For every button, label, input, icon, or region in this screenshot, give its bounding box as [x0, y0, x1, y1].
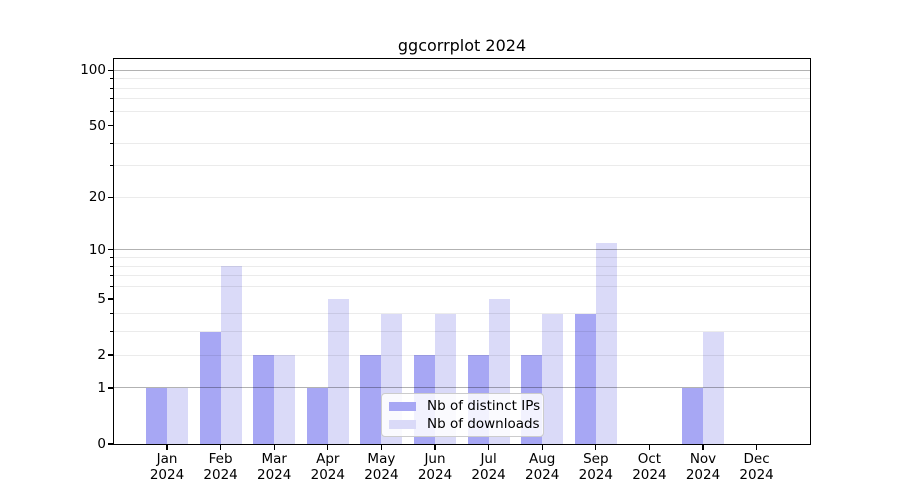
y-minor-tick-80: [110, 87, 114, 89]
y-minor-tick-6: [110, 285, 114, 287]
bar-feb-nb-of-distinct-ips: [199, 331, 221, 444]
x-tick-sep: [595, 444, 597, 450]
x-tick-label-may: May 2024: [364, 451, 399, 483]
x-tick-label-dec: Dec 2024: [739, 451, 774, 483]
y-tick-label-5: 5: [97, 290, 106, 307]
y-tick-5: [107, 298, 114, 300]
gridline-minor-90: [114, 78, 810, 80]
bar-apr-nb-of-downloads: [327, 298, 349, 444]
y-tick-label-1: 1: [97, 379, 106, 396]
bar-feb-nb-of-downloads: [220, 266, 242, 444]
x-tick-label-aug: Aug 2024: [525, 451, 560, 483]
x-tick-label-jan: Jan 2024: [149, 451, 185, 483]
gridline-minor-2: [114, 354, 810, 356]
x-tick-feb: [219, 444, 222, 450]
bar-jan-nb-of-distinct-ips: [146, 387, 167, 444]
x-tick-label-jun: Jun 2024: [417, 451, 453, 483]
gridline-major-10: [114, 249, 810, 251]
y-tick-label-20: 20: [88, 189, 106, 206]
y-minor-tick-90: [110, 78, 114, 80]
x-tick-jul: [487, 444, 490, 450]
bar-sep-nb-of-downloads: [595, 242, 617, 444]
y-tick-label-50: 50: [88, 117, 106, 134]
x-tick-nov: [702, 444, 704, 450]
bar-apr-nb-of-distinct-ips: [306, 387, 328, 444]
bar-nov-nb-of-distinct-ips: [682, 387, 703, 444]
y-minor-tick-60: [110, 110, 114, 112]
y-minor-tick-7: [110, 275, 114, 277]
legend-swatch-downloads: [389, 419, 416, 429]
x-tick-label-sep: Sep 2024: [578, 451, 613, 483]
y-tick-50: [107, 124, 114, 127]
gridline-minor-20: [114, 196, 810, 198]
x-tick-dec: [755, 444, 758, 450]
chart-title: ggcorrplot 2024: [397, 36, 527, 55]
y-minor-tick-9: [110, 257, 114, 258]
y-minor-tick-30: [110, 165, 114, 167]
y-minor-tick-2: [110, 354, 114, 356]
x-tick-label-jul: Jul 2024: [471, 451, 506, 483]
legend-entry-distinct-ips: Nb of distinct IPs: [389, 398, 540, 414]
x-tick-label-apr: Apr 2024: [310, 451, 345, 483]
x-tick-aug: [541, 444, 543, 450]
x-tick-label-feb: Feb 2024: [203, 451, 238, 483]
bar-may-nb-of-distinct-ips: [360, 355, 382, 444]
y-tick-0: [107, 443, 114, 445]
y-tick-label-2: 2: [97, 347, 106, 364]
x-tick-label-oct: Oct 2024: [632, 451, 667, 483]
gridline-minor-8: [114, 265, 810, 267]
gridline-minor-7: [114, 275, 810, 277]
gridline-minor-80: [114, 87, 810, 89]
x-tick-apr: [327, 444, 329, 450]
gridline-minor-70: [114, 98, 810, 100]
bar-jan-nb-of-downloads: [167, 387, 188, 444]
gridline-minor-60: [114, 110, 810, 112]
gridline-minor-4: [114, 313, 810, 315]
y-tick-10: [107, 249, 114, 251]
bar-mar-nb-of-distinct-ips: [253, 355, 275, 444]
y-minor-tick-3: [110, 331, 114, 333]
x-tick-oct: [648, 444, 651, 450]
bar-mar-nb-of-downloads: [274, 355, 296, 444]
x-tick-jun: [434, 444, 436, 450]
x-tick-label-nov: Nov 2024: [685, 451, 721, 483]
y-minor-tick-20: [110, 196, 114, 198]
gridline-major-100: [114, 69, 810, 71]
x-tick-may: [380, 444, 383, 450]
y-minor-tick-4: [110, 313, 114, 315]
bar-sep-nb-of-distinct-ips: [574, 313, 596, 444]
y-tick-1: [107, 387, 114, 389]
bar-nov-nb-of-downloads: [703, 331, 724, 444]
gridline-minor-30: [114, 165, 810, 167]
y-tick-label-100: 100: [80, 62, 106, 79]
legend-swatch-distinct-ips: [389, 401, 416, 411]
y-tick-label-10: 10: [88, 241, 106, 258]
gridline-minor-6: [114, 285, 810, 287]
x-tick-label-mar: Mar 2024: [257, 451, 292, 483]
legend: Nb of distinct IPs Nb of downloads: [381, 393, 544, 437]
legend-label-downloads: Nb of downloads: [427, 416, 540, 432]
y-tick-label-0: 0: [97, 436, 106, 452]
legend-entry-downloads: Nb of downloads: [389, 416, 540, 432]
y-tick-100: [107, 69, 114, 71]
y-minor-tick-8: [110, 265, 114, 267]
y-minor-tick-70: [110, 98, 114, 100]
gridline-minor-3: [114, 331, 810, 333]
gridline-major-1: [114, 387, 810, 389]
x-tick-mar: [273, 444, 275, 450]
x-tick-jan: [166, 444, 168, 450]
y-minor-tick-40: [110, 142, 114, 144]
gridline-minor-9: [114, 257, 810, 258]
bar-aug-nb-of-downloads: [542, 313, 564, 444]
gridline-minor-40: [114, 142, 810, 144]
legend-label-distinct-ips: Nb of distinct IPs: [427, 398, 541, 414]
